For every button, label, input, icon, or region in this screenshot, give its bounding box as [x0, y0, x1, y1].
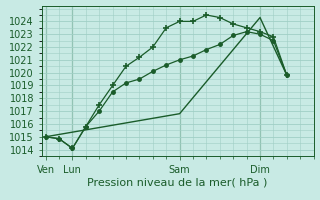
X-axis label: Pression niveau de la mer( hPa ): Pression niveau de la mer( hPa ): [87, 178, 268, 188]
